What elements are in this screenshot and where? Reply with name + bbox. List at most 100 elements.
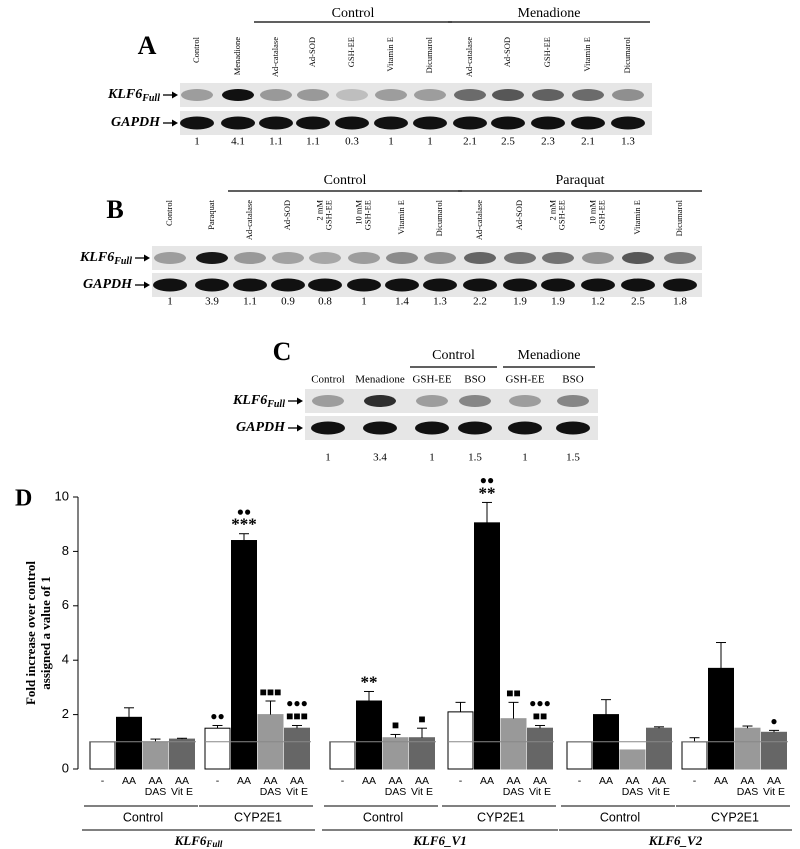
lane-label: Control bbox=[164, 199, 174, 226]
significance: ** bbox=[479, 483, 496, 502]
loading-band bbox=[385, 278, 419, 292]
lane-label: Ad-SOD bbox=[502, 37, 512, 67]
group-header: Paraquat bbox=[556, 173, 605, 188]
quant-value: 2.1 bbox=[581, 136, 595, 148]
loading-band bbox=[271, 278, 305, 292]
bar bbox=[527, 727, 553, 770]
y-tick-label: 0 bbox=[62, 760, 69, 775]
quant-value: 1 bbox=[427, 136, 433, 148]
loading-label: GAPDH bbox=[236, 420, 286, 435]
loading-band bbox=[415, 421, 449, 435]
x-tick-label: CYP2E1 bbox=[477, 810, 525, 824]
loading-band bbox=[453, 116, 487, 130]
group-header: Control bbox=[432, 348, 475, 363]
loading-band bbox=[463, 278, 497, 292]
target-band bbox=[622, 252, 654, 264]
treatment-label: Vit E bbox=[411, 786, 433, 798]
target-band bbox=[492, 89, 524, 101]
loading-band bbox=[335, 116, 369, 130]
bar bbox=[447, 711, 474, 770]
loading-band bbox=[195, 278, 229, 292]
lane-label: Vitamin E bbox=[632, 200, 642, 235]
target-band bbox=[459, 395, 491, 407]
lane-label: 10 mM bbox=[587, 200, 597, 225]
target-strip bbox=[152, 246, 702, 270]
quant-value: 1.9 bbox=[513, 296, 527, 308]
target-band bbox=[154, 252, 186, 264]
treatment-label: AA bbox=[263, 775, 277, 787]
bar bbox=[681, 741, 708, 770]
target-name: KLF6 bbox=[107, 87, 142, 102]
arrow-head bbox=[144, 254, 150, 262]
bar bbox=[284, 727, 310, 770]
loading-band bbox=[180, 116, 214, 130]
quant-value: 3.4 bbox=[373, 452, 387, 464]
lane-label: Ad-SOD bbox=[514, 200, 524, 230]
target-band bbox=[222, 89, 254, 101]
treatment-label: - bbox=[341, 775, 345, 787]
quant-value: 1.9 bbox=[551, 296, 565, 308]
target-band bbox=[612, 89, 644, 101]
bar bbox=[708, 667, 734, 770]
target-band bbox=[464, 252, 496, 264]
treatment-label: Vit E bbox=[648, 786, 670, 798]
lane-label: Control bbox=[311, 374, 345, 386]
lane-label: BSO bbox=[464, 374, 485, 386]
significance: ■■ bbox=[506, 686, 521, 700]
lane-label: Vitamin E bbox=[396, 200, 406, 235]
target-band bbox=[375, 89, 407, 101]
target-label: KLF6Full bbox=[79, 250, 132, 267]
treatment-label: DAS bbox=[145, 786, 167, 798]
lane-label: Vitamin E bbox=[385, 37, 395, 72]
treatment-label: AA bbox=[148, 775, 162, 787]
significance: ●●● bbox=[286, 696, 308, 710]
loading-band bbox=[458, 421, 492, 435]
bar bbox=[474, 522, 500, 770]
treatment-label: AA bbox=[175, 775, 189, 787]
loading-band bbox=[508, 421, 542, 435]
target-band bbox=[348, 252, 380, 264]
quant-value: 0.8 bbox=[318, 296, 332, 308]
treatment-label: AA bbox=[599, 775, 613, 787]
significance: ■■■ bbox=[260, 685, 282, 699]
treatment-label: AA bbox=[506, 775, 520, 787]
treatment-label: AA bbox=[625, 775, 639, 787]
loading-band bbox=[413, 116, 447, 130]
target-band bbox=[234, 252, 266, 264]
lane-label: GSH-EE bbox=[362, 200, 372, 230]
gene-label: KLF6_V1 bbox=[412, 833, 466, 848]
target-band bbox=[260, 89, 292, 101]
loading-band bbox=[581, 278, 615, 292]
arrow-head bbox=[172, 91, 178, 99]
target-band bbox=[196, 252, 228, 264]
lane-label: 2 mM bbox=[314, 200, 324, 221]
treatment-label: Vit E bbox=[763, 786, 785, 798]
bar bbox=[329, 741, 356, 770]
target-name: KLF6 bbox=[232, 393, 267, 408]
y-tick-label: 2 bbox=[62, 706, 69, 721]
bar bbox=[761, 731, 787, 770]
target-band bbox=[532, 89, 564, 101]
quant-value: 3.9 bbox=[205, 296, 219, 308]
loading-band bbox=[491, 116, 525, 130]
bar bbox=[619, 749, 646, 770]
treatment-label: AA bbox=[767, 775, 781, 787]
significance: *** bbox=[231, 515, 257, 534]
arrow-head bbox=[144, 281, 150, 289]
treatment-label: DAS bbox=[385, 786, 407, 798]
x-tick-label: Control bbox=[600, 810, 640, 824]
target-band bbox=[664, 252, 696, 264]
treatment-label: AA bbox=[237, 775, 251, 787]
treatment-label: - bbox=[459, 775, 463, 787]
loading-band bbox=[531, 116, 565, 130]
quant-value: 1 bbox=[429, 452, 435, 464]
quant-value: 2.3 bbox=[541, 136, 555, 148]
treatment-label: Vit E bbox=[171, 786, 193, 798]
loading-band bbox=[374, 116, 408, 130]
loading-band bbox=[233, 278, 267, 292]
target-subscript: Full bbox=[113, 256, 132, 267]
quant-value: 1.3 bbox=[621, 136, 635, 148]
lane-label: GSH-EE bbox=[346, 37, 356, 67]
